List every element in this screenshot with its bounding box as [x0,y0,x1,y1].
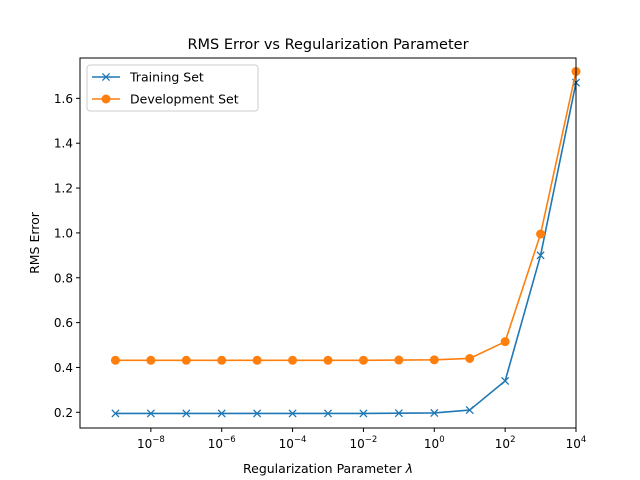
data-point [501,376,510,385]
legend-entries: Training Set Development Set [92,70,239,107]
data-point [288,409,297,418]
x-tick-base: 10 [137,437,152,451]
data-point [111,409,120,418]
legend-marker [101,94,111,104]
x-tick-exponent: −4 [294,435,307,445]
axes-frame [79,57,577,429]
chart-title: RMS Error vs Regularization Parameter [187,37,468,53]
data-point [536,251,545,260]
y-tick-label: 1.2 [54,182,73,196]
x-tick-label: 10−4 [279,435,307,451]
y-tick-label: 1.4 [54,137,73,151]
y-tick-label: 0.2 [54,406,73,420]
data-point [429,355,439,365]
data-point [146,355,156,365]
x-tick-base: 10 [495,437,510,451]
legend-label: Development Set [130,92,239,107]
data-point [430,408,439,418]
y-tick-label: 1.6 [54,92,73,106]
data-point [536,229,546,239]
y-tick-label: 0.8 [54,271,73,285]
data-point [394,355,404,365]
x-tick-label: 100 [424,435,445,451]
data-point [252,355,262,365]
data-point [288,355,298,365]
x-tick-base: 10 [350,437,365,451]
x-tick-base: 10 [566,437,581,451]
data-point [110,355,120,365]
series-line [115,82,577,415]
data-point [146,409,155,418]
data-point [359,409,368,418]
legend: Training Set Development Set [86,64,259,112]
x-tick-label: 10−8 [137,435,165,451]
y-axis-ticks: 0.2 0.4 0.6 0.8 1.0 1.2 1.4 1.6 [54,92,80,420]
data-point [253,409,262,418]
x-axis-label-symbol: λ [405,461,413,476]
x-tick-base: 10 [424,437,439,451]
x-axis-label: Regularization Parameter λ [243,461,413,476]
y-axis-label: RMS Error [27,211,42,274]
x-tick-exponent: 0 [439,435,444,445]
x-tick-label: 10−2 [350,435,378,451]
data-point [465,406,474,415]
data-point [217,355,227,365]
plot-area [79,57,581,429]
y-tick-label: 0.6 [54,316,73,330]
x-tick-exponent: −6 [223,435,236,445]
data-point [465,353,475,363]
x-tick-exponent: −2 [365,435,378,445]
x-axis-ticks: 10−8 10−6 10−4 10−2 100 102 104 [137,428,586,451]
series-training-set [111,78,581,418]
data-point [217,409,226,418]
data-point [323,355,333,365]
legend-marker [101,72,111,82]
x-tick-exponent: 2 [510,435,515,445]
data-point [182,409,191,418]
x-tick-exponent: 4 [581,435,586,445]
x-axis-label-text: Regularization Parameter [243,461,406,476]
x-tick-exponent: −8 [152,435,165,445]
x-tick-label: 10−6 [208,435,236,451]
data-point [500,337,510,347]
data-point [181,355,191,365]
y-tick-label: 1.0 [54,226,73,240]
x-tick-label: 104 [566,435,587,451]
data-point [323,409,333,418]
data-point [358,355,368,365]
x-tick-base: 10 [279,437,294,451]
data-point [394,409,403,418]
legend-label: Training Set [129,70,204,85]
series-line [115,71,577,362]
x-tick-label: 102 [495,435,516,451]
x-tick-base: 10 [208,437,223,451]
legend-box [86,64,259,112]
y-tick-label: 0.4 [54,361,73,375]
